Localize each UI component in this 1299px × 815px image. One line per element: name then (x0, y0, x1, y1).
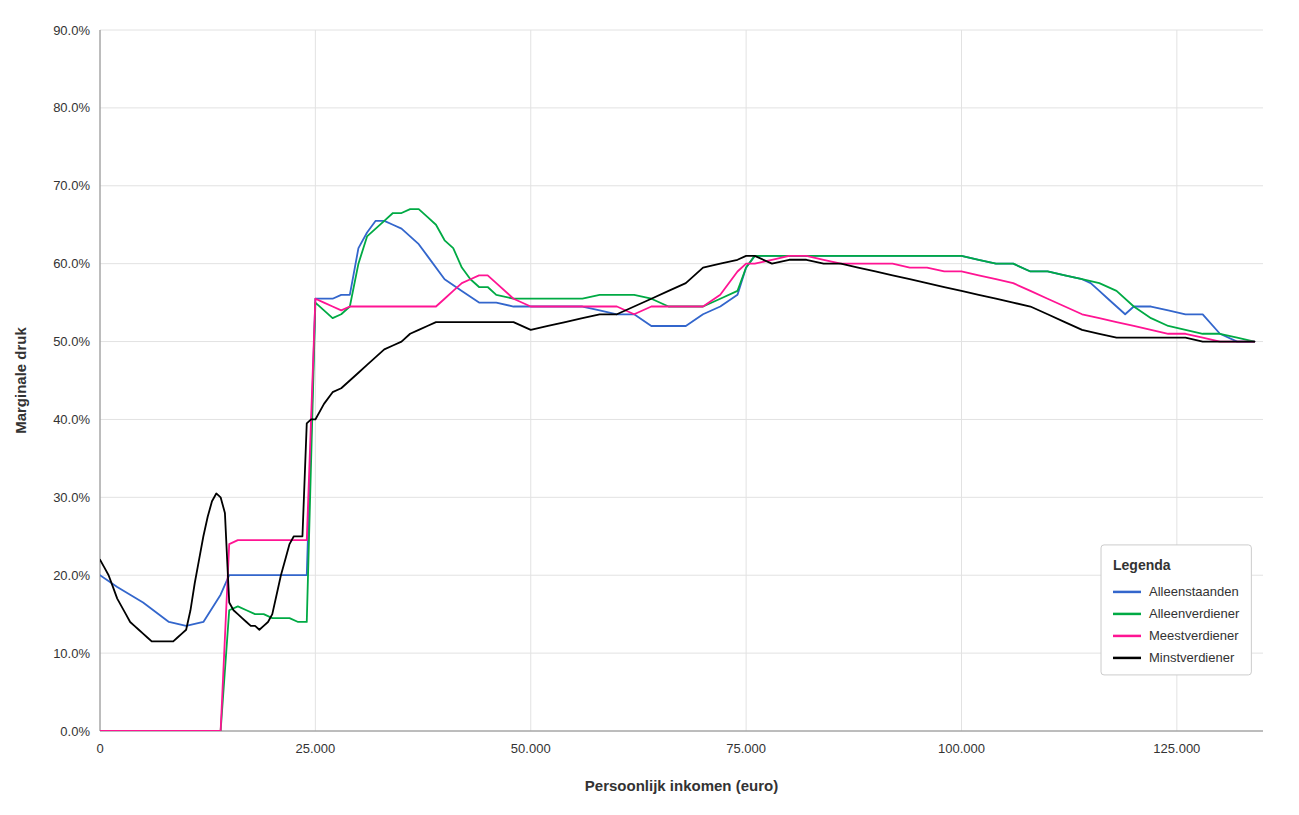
x-grid-line (961, 30, 962, 731)
legend-swatch (1113, 635, 1141, 638)
y-tick-label: 70.0% (53, 178, 90, 193)
chart: 0 25.000 50.000 75.000 100.000 125.000 0.0% 10.… (0, 0, 1299, 815)
page: {"chart_data": { "type": "line", "xlabel… (0, 0, 1299, 815)
x-grid-line (746, 30, 747, 731)
x-tick-label: 25.000 (295, 741, 335, 756)
series-line (100, 256, 1254, 731)
y-grid-line (100, 341, 1263, 342)
legend-label: Minstverdiener (1149, 650, 1235, 665)
x-axis-label: Persoonlijk inkomen (euro) (585, 777, 778, 794)
series-line (100, 209, 1254, 731)
x-tick-label: 100.000 (938, 741, 985, 756)
y-grid-line (100, 731, 1263, 732)
legend-swatch (1113, 591, 1141, 594)
x-grid-line (100, 30, 101, 731)
plot-area (100, 209, 1254, 731)
y-axis-line (100, 30, 101, 731)
y-tick-label: 20.0% (53, 568, 90, 583)
x-tick-label: 0 (96, 741, 103, 756)
y-grid-line (100, 263, 1263, 264)
axes: 0 25.000 50.000 75.000 100.000 125.000 0.0% 10.… (53, 23, 1263, 757)
x-grid-line (315, 30, 316, 731)
y-axis-label: Marginale druk (12, 327, 29, 434)
y-tick-label: 80.0% (53, 100, 90, 115)
x-tick-label: 50.000 (511, 741, 551, 756)
y-tick-label: 50.0% (53, 334, 90, 349)
y-tick-label: 90.0% (53, 23, 90, 38)
y-grid-line (100, 653, 1263, 654)
x-tick-label: 125.000 (1153, 741, 1200, 756)
grid (100, 30, 1263, 731)
y-grid-line (100, 419, 1263, 420)
legend-swatch (1113, 657, 1141, 660)
legend: Legenda Alleenstaanden Alleenverdiener Mees… (1101, 545, 1251, 675)
legend-swatch (1113, 613, 1141, 616)
y-grid-line (100, 30, 1263, 31)
legend-label: Alleenstaanden (1149, 584, 1239, 599)
y-grid-line (100, 107, 1263, 108)
y-grid-line (100, 497, 1263, 498)
legend-label: Alleenverdiener (1149, 606, 1240, 621)
x-axis-line (100, 731, 1263, 732)
legend-box (1101, 545, 1251, 675)
y-tick-label: 30.0% (53, 490, 90, 505)
y-tick-label: 0.0% (60, 724, 90, 739)
y-tick-label: 10.0% (53, 646, 90, 661)
x-tick-label: 75.000 (726, 741, 766, 756)
x-grid-line (530, 30, 531, 731)
series-line (100, 221, 1254, 626)
y-tick-label: 40.0% (53, 412, 90, 427)
legend-label: Meestverdiener (1149, 628, 1239, 643)
y-grid-line (100, 185, 1263, 186)
series-line (100, 256, 1254, 642)
y-tick-label: 60.0% (53, 256, 90, 271)
legend-title: Legenda (1113, 557, 1171, 573)
